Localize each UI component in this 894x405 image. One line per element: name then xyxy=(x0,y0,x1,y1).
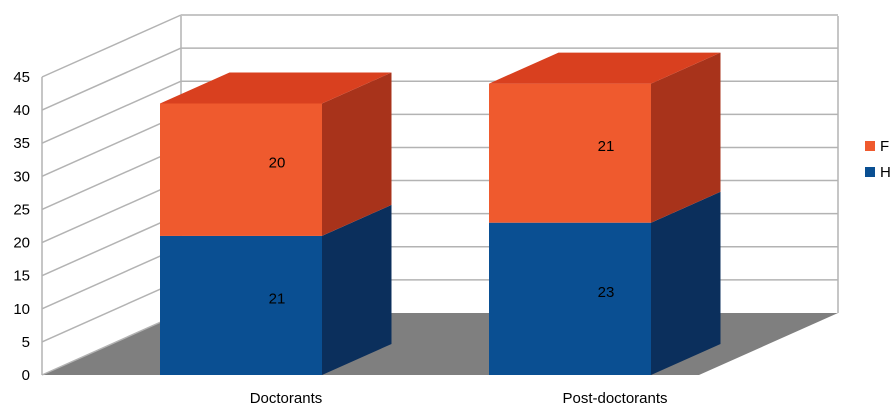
y-tick-label: 35 xyxy=(13,135,30,152)
bar-side-F-1 xyxy=(651,52,721,223)
side-gridline xyxy=(41,80,182,144)
y-tick-label: 15 xyxy=(13,268,30,285)
data-label: 21 xyxy=(598,138,615,155)
legend-swatch xyxy=(865,141,875,151)
bar-top-F-1 xyxy=(489,52,721,84)
y-tick-label: 40 xyxy=(13,102,30,119)
side-gridline xyxy=(41,146,182,211)
side-gridline xyxy=(41,47,182,111)
data-label: 21 xyxy=(269,290,286,307)
side-gridline xyxy=(41,279,182,343)
legend-label: H xyxy=(880,164,891,181)
side-gridline xyxy=(41,212,182,277)
data-label: 20 xyxy=(269,155,286,172)
bar-top-F-0 xyxy=(160,72,392,104)
y-tick-label: 10 xyxy=(13,301,30,318)
x-category-label: Doctorants xyxy=(250,390,323,405)
y-tick-label: 45 xyxy=(13,69,30,86)
y-tick-label: 30 xyxy=(13,168,30,185)
y-tick-label: 25 xyxy=(13,201,30,218)
y-tick-label: 0 xyxy=(22,367,30,384)
side-gridline xyxy=(41,246,182,310)
bar-side-F-0 xyxy=(322,72,392,236)
bar-side-H-1 xyxy=(651,191,721,375)
bar-front-F-0 xyxy=(160,103,322,236)
legend-swatch xyxy=(865,167,875,177)
data-label: 23 xyxy=(598,284,615,301)
side-gridline xyxy=(41,113,182,178)
side-gridline xyxy=(41,14,182,78)
bar-front-H-1 xyxy=(489,222,651,375)
side-gridline xyxy=(41,312,182,376)
legend-label: F xyxy=(880,138,889,155)
x-category-label: Post-doctorants xyxy=(562,390,667,405)
y-tick-label: 5 xyxy=(22,334,30,351)
y-tick-label: 20 xyxy=(13,235,30,252)
side-gridline xyxy=(41,179,182,244)
bar-side-H-0 xyxy=(322,204,392,375)
bar-front-H-0 xyxy=(160,235,322,375)
bar-front-F-1 xyxy=(489,83,651,223)
